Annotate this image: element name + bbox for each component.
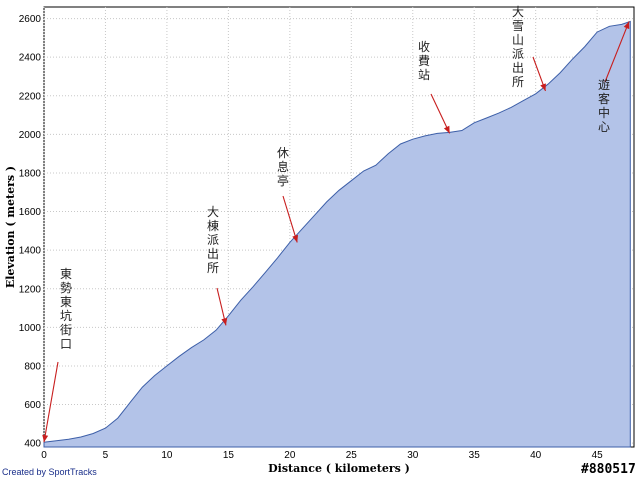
y-tick-label: 1600 [19, 207, 42, 218]
x-tick-label: 40 [530, 450, 542, 461]
annotation-arrow-head [42, 434, 49, 443]
x-tick-label: 30 [407, 450, 419, 461]
annotation-label: 遊客中心 [598, 77, 610, 134]
y-tick-label: 800 [24, 361, 41, 372]
tick-labels: 4006008001000120014001600180020002200240… [19, 14, 603, 461]
y-tick-label: 1800 [19, 168, 42, 179]
y-tick-label: 400 [24, 439, 41, 450]
annotation-label: 收費站 [418, 40, 430, 82]
x-tick-label: 10 [161, 450, 173, 461]
x-tick-label: 20 [284, 450, 296, 461]
annotation-labels: 東勢東坑街口 大棟派出所 休息亭 收費站 大雪山派出所遊客中心 [60, 5, 610, 351]
y-axis-title: Elevation ( meters ) [4, 166, 17, 288]
watermark-id: #880517 [580, 462, 637, 477]
x-tick-label: 25 [346, 450, 358, 461]
x-tick-label: 15 [223, 450, 235, 461]
x-tick-label: 45 [592, 450, 604, 461]
annotation-arrows [42, 21, 630, 443]
y-tick-label: 1400 [19, 246, 42, 257]
y-tick-label: 2600 [19, 14, 42, 25]
y-tick-label: 2200 [19, 91, 42, 102]
annotation-arrow-head [443, 125, 450, 134]
annotation-label: 大雪山派出所 [512, 5, 524, 89]
annotation-arrow-line [282, 195, 298, 243]
annotation-arrow-head [540, 83, 546, 91]
annotation-label: 休息亭 [277, 146, 289, 188]
y-tick-label: 1200 [19, 284, 42, 295]
elevation-area [43, 20, 631, 448]
annotation-arrow-line [604, 21, 630, 83]
y-tick-label: 2000 [19, 130, 42, 141]
y-tick-label: 1000 [19, 323, 42, 334]
annotation-label: 大棟派出所 [207, 205, 219, 275]
annotation-arrow-head [292, 234, 299, 243]
annotation-arrow-line [430, 93, 451, 134]
annotation-arrow-head [221, 317, 228, 326]
x-tick-label: 35 [469, 450, 481, 461]
credit-text: Created by SportTracks [2, 467, 97, 477]
x-tick-label: 5 [103, 450, 109, 461]
x-axis-title: Distance ( kilometers ) [268, 462, 410, 475]
x-tick-label: 0 [41, 450, 47, 461]
y-tick-label: 2400 [19, 53, 42, 64]
annotation-arrow-head [623, 21, 630, 30]
annotation-arrow-line [43, 361, 59, 443]
y-tick-label: 600 [24, 400, 41, 411]
annotation-label: 東勢東坑街口 [60, 267, 72, 351]
